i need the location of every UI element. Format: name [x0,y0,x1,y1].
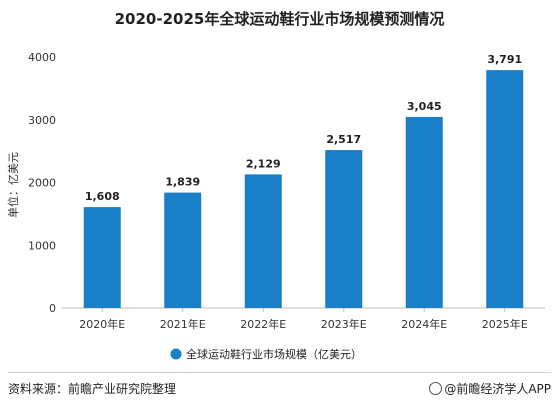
brand-icon [429,382,443,395]
legend-label: 全球运动鞋行业市场规模（亿美元） [186,347,362,361]
x-tick-label: 2020年E [79,317,125,331]
data-label: 2,517 [326,133,361,146]
x-tick-label: 2024年E [401,317,447,331]
source-note: 资料来源：前瞻产业研究院整理 [8,382,177,396]
bar [83,207,121,308]
footer-divider [8,372,551,373]
y-tick-label: 0 [49,302,56,315]
x-tick-label: 2021年E [160,317,206,331]
data-label: 2,129 [246,157,281,170]
brand-text: @前瞻经济学人APP [444,382,551,396]
brand-credit: @前瞻经济学人APP [429,380,551,397]
y-tick-label: 1000 [28,239,56,252]
y-tick-label: 3000 [28,114,56,127]
x-tick-label: 2023年E [321,317,367,331]
bar [325,150,363,308]
chart-title: 2020-2025年全球运动鞋行业市场规模预测情况 [114,10,445,28]
bar [486,70,524,309]
legend-marker [170,348,182,360]
y-axis-label: 单位：亿美元 [6,152,20,218]
legend: 全球运动鞋行业市场规模（亿美元） [170,347,362,361]
data-label: 1,839 [165,176,200,189]
data-label: 3,045 [407,100,442,113]
y-tick-label: 4000 [28,51,56,64]
bar [164,192,202,308]
x-tick-label: 2022年E [240,317,286,331]
y-tick-label: 2000 [28,177,56,190]
x-tick-label: 2025年E [482,317,528,331]
bar [244,174,282,308]
data-label: 1,608 [85,190,120,203]
bar-chart: 单位：亿美元 0 1000 2000 3000 4000 1,608 1,839 2,129… [6,51,545,361]
data-label: 3,791 [487,53,522,66]
bar [405,116,443,309]
